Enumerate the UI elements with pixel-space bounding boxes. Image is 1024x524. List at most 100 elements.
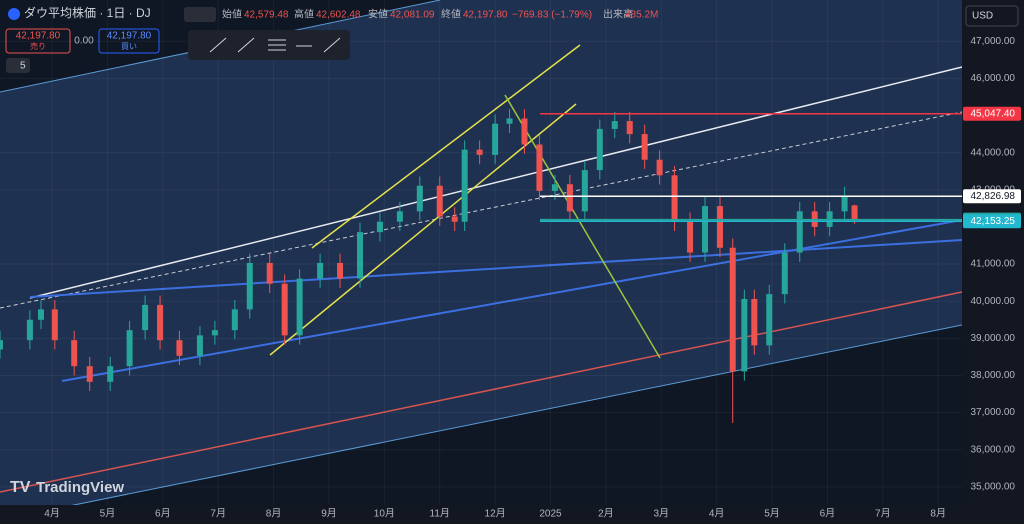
buy-label: 買い (121, 42, 137, 51)
candle-body (451, 216, 458, 222)
symbol-icon (8, 8, 20, 20)
candle-body (396, 211, 403, 222)
buy-price: 42,197.80 (107, 31, 152, 42)
candle-body (376, 221, 383, 233)
candle-body (26, 319, 33, 341)
candle-body (687, 221, 694, 253)
y-tick-label: 37,000.00 (971, 407, 1016, 418)
candle-body (751, 298, 758, 346)
candle-body (51, 309, 58, 341)
candle-body (671, 175, 678, 222)
ohlc-label: 出来高 (603, 8, 633, 21)
y-tick-label: 47,000.00 (971, 36, 1016, 47)
price-tag (963, 106, 1021, 121)
price-tag-label: 45,047.40 (971, 108, 1016, 119)
candle-body (536, 144, 543, 191)
candle-body (37, 309, 44, 320)
trendline (504, 94, 661, 359)
ohlc-label: 安値 (368, 8, 388, 21)
y-tick-label: 38,000.00 (971, 370, 1016, 381)
ohlc-label: 終値 (441, 8, 461, 21)
axis-labels: 47,000.0046,000.0044,000.0043,000.0041,0… (44, 36, 1021, 520)
series (0, 0, 962, 505)
y-tick-label: 35,000.00 (971, 482, 1016, 493)
currency-select[interactable] (965, 5, 1019, 27)
candle-body (317, 262, 324, 279)
symbol: ダウ平均株価 · 1日 · DJ (24, 5, 151, 20)
candle-body (506, 118, 513, 124)
brand: TradingView (36, 479, 124, 496)
x-tick-label: 7月 (210, 508, 226, 520)
trendline (0, 291, 963, 493)
indicator-toggle[interactable] (184, 7, 216, 22)
candle-body (766, 294, 773, 346)
candle-body (729, 247, 736, 372)
ohlc-value: 42,081.09 (390, 10, 435, 21)
candle-body (296, 278, 303, 336)
x-tick-label: 4月 (709, 508, 725, 520)
candle-body (566, 184, 573, 212)
x-tick-label: 11月 (430, 508, 450, 520)
currency: USD (972, 11, 993, 22)
ohlc-value: 42,579.48 (244, 10, 289, 21)
candle-body (281, 283, 288, 336)
candle-body (461, 149, 468, 222)
indicator-count: 5 (20, 61, 26, 72)
trendline (311, 44, 581, 249)
candle-body (0, 340, 3, 350)
x-tick-label: 2025 (539, 509, 562, 520)
candle-body (266, 262, 273, 284)
volume: 485.2M (625, 10, 658, 21)
candle-body (356, 232, 363, 279)
candle-body (476, 149, 483, 155)
candle-body (142, 304, 149, 331)
trendline (0, 324, 963, 521)
x-tick-label: 3月 (653, 508, 669, 520)
candle-body (656, 159, 663, 176)
x-tick-label: 8月 (266, 508, 282, 520)
y-tick-label: 44,000.00 (971, 147, 1016, 158)
sell-button[interactable] (5, 28, 71, 54)
ohlc-value: 42,602.48 (316, 10, 361, 21)
candle-body (246, 262, 253, 310)
trendline (0, 111, 963, 309)
trendline (29, 239, 963, 298)
x-tick-label: 10月 (374, 508, 395, 520)
x-tick-label: 5月 (764, 508, 780, 520)
indicators-toggle[interactable] (6, 58, 30, 73)
candle-body (551, 184, 558, 191)
price-tag-label: 42,153.25 (971, 216, 1016, 227)
spread: 0.00 (74, 36, 94, 47)
change: −769.83 (−1.79%) (512, 10, 592, 21)
y-tick-label: 36,000.00 (971, 444, 1016, 455)
candle-body (231, 309, 238, 331)
candle-body (626, 121, 633, 135)
candle-body (596, 128, 603, 171)
ohlc-label: 高値 (294, 8, 314, 21)
x-tick-label: 2月 (598, 508, 614, 520)
y-tick-label: 40,000.00 (971, 296, 1016, 307)
candle-body (71, 340, 78, 367)
candle-body (841, 196, 848, 212)
price-tag (963, 214, 1021, 229)
candle-body (107, 366, 114, 382)
toolbar-icons (209, 37, 341, 53)
buy-button[interactable] (98, 28, 160, 54)
candle-body (851, 205, 858, 220)
candle-body (741, 298, 748, 372)
time-axis (0, 505, 962, 524)
x-tick-label: 9月 (321, 508, 337, 520)
candle-body (521, 118, 528, 145)
trendline (29, 66, 963, 299)
candle-body (492, 123, 499, 155)
candle-body (337, 262, 344, 279)
price-axis (962, 0, 1024, 524)
ohlc-label: 始値 (222, 8, 242, 21)
candle-body (126, 330, 133, 367)
price-tag (963, 189, 1021, 204)
candle-body (176, 340, 183, 356)
sell-label: 売り (30, 41, 46, 51)
sell-price: 42,197.80 (16, 31, 61, 42)
